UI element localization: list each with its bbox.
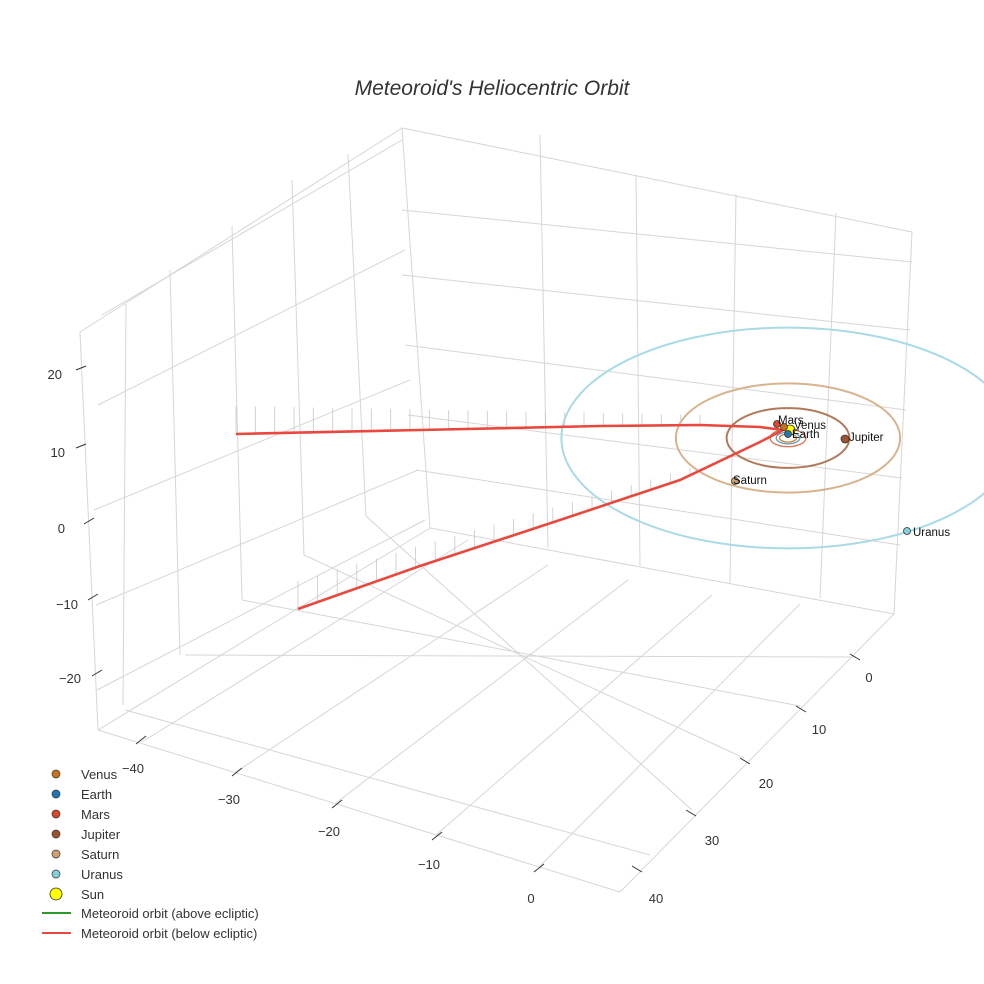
legend-label: Uranus [81,867,123,882]
z-tick-label: 0 [58,521,65,536]
legend-sun-icon [49,887,63,901]
legend-item[interactable]: Mars [51,807,110,822]
y-tick-label: 30 [705,833,719,848]
legend-dot-icon [51,769,61,779]
x-tick-label: 0 [527,891,534,906]
legend-label: Mars [81,807,110,822]
planet-orbits [560,326,984,550]
planet-label-mars: Mars [778,415,804,427]
legend-label: Meteoroid orbit (below ecliptic) [81,926,257,941]
x-tick-label: −30 [218,792,240,807]
axis-tick-marks [75,365,861,873]
z-tick-label: 10 [51,445,65,460]
legend-label: Meteoroid orbit (above ecliptic) [81,906,259,921]
mars-marker [773,420,781,428]
x-tick-label: −20 [318,824,340,839]
orbit-jupiter [725,407,851,469]
planet-label-earth: Earth [792,429,820,441]
legend-label: Venus [81,767,118,782]
legend-label: Sun [81,887,104,902]
z-tick-label: 20 [48,367,62,382]
legend-item[interactable]: Jupiter [51,827,121,842]
legend: Venus Earth Mars Jupiter Saturn Uranus S… [42,767,259,941]
legend-label: Jupiter [81,827,121,842]
scene-grid [79,127,913,893]
legend-dot-icon [51,869,61,879]
orbit-uranus [560,326,984,550]
y-tick-label: 40 [649,891,663,906]
venus-marker [780,423,788,431]
legend-dot-icon [51,809,61,819]
legend-item[interactable]: Saturn [51,847,119,862]
legend-dot-icon [51,849,61,859]
z-tick-label: −20 [59,671,81,686]
legend-dot-icon [51,829,61,839]
legend-dot-icon [51,789,61,799]
bodies [731,420,911,535]
x-tick-label: −40 [122,761,144,776]
planet-label-uranus: Uranus [913,527,950,539]
planet-label-venus: Venus [794,420,826,432]
orbit-saturn [674,382,902,494]
meteoroid-drop-lines [235,406,701,609]
planet-label-jupiter: Jupiter [849,432,884,444]
y-tick-label: 0 [865,670,872,685]
saturn-marker [731,477,739,485]
legend-item[interactable]: Venus [51,767,118,782]
z-tick-label: −10 [56,597,78,612]
chart-title: Meteoroid's Heliocentric Orbit [355,77,631,100]
x-tick-label: −10 [418,857,440,872]
y-tick-label: 10 [812,722,826,737]
legend-label: Saturn [81,847,119,862]
jupiter-marker [840,434,850,444]
legend-item[interactable]: Meteoroid orbit (below ecliptic) [42,926,257,941]
uranus-marker [903,527,911,535]
legend-item[interactable]: Meteoroid orbit (above ecliptic) [42,906,259,921]
legend-item[interactable]: Sun [49,887,104,902]
legend-item[interactable]: Uranus [51,867,123,882]
legend-item[interactable]: Earth [51,787,112,802]
planet-label-saturn: Saturn [733,475,767,487]
earth-marker [784,430,792,438]
legend-label: Earth [81,787,112,802]
y-tick-label: 20 [759,776,773,791]
